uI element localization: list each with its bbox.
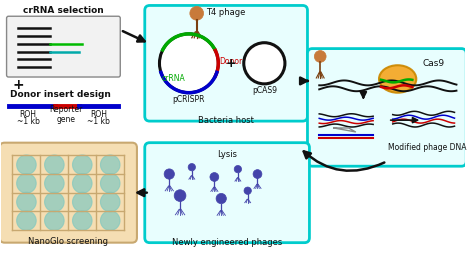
- Circle shape: [73, 173, 92, 193]
- Circle shape: [45, 192, 64, 212]
- Text: pCRISPR: pCRISPR: [173, 95, 205, 104]
- Circle shape: [45, 155, 64, 174]
- Circle shape: [100, 173, 120, 193]
- FancyBboxPatch shape: [145, 6, 308, 121]
- Circle shape: [244, 43, 285, 84]
- Circle shape: [100, 155, 120, 174]
- Circle shape: [253, 170, 262, 179]
- Text: Newly engineered phages: Newly engineered phages: [172, 238, 282, 247]
- Text: T4 phage: T4 phage: [207, 8, 246, 17]
- Text: ROH: ROH: [19, 110, 36, 119]
- Text: +: +: [12, 78, 24, 92]
- FancyBboxPatch shape: [308, 49, 466, 166]
- Circle shape: [17, 211, 36, 230]
- Circle shape: [159, 34, 219, 93]
- Circle shape: [190, 6, 203, 20]
- Circle shape: [174, 190, 186, 201]
- Circle shape: [45, 211, 64, 230]
- FancyBboxPatch shape: [145, 143, 310, 243]
- Text: ~1 kb: ~1 kb: [17, 117, 39, 126]
- Ellipse shape: [379, 65, 416, 93]
- Text: Donor: Donor: [219, 57, 243, 66]
- Circle shape: [100, 211, 120, 230]
- Circle shape: [164, 169, 174, 179]
- Text: NanoGlo screening: NanoGlo screening: [28, 237, 109, 246]
- Circle shape: [216, 193, 227, 204]
- Text: ~1 kb: ~1 kb: [87, 117, 110, 126]
- Text: Modified phage DNA: Modified phage DNA: [388, 143, 466, 152]
- Circle shape: [314, 51, 326, 62]
- FancyBboxPatch shape: [0, 143, 137, 243]
- Circle shape: [73, 192, 92, 212]
- Text: +: +: [226, 57, 237, 70]
- Text: ROH: ROH: [90, 110, 107, 119]
- Circle shape: [210, 172, 219, 181]
- Text: Reporter
gene: Reporter gene: [50, 105, 83, 124]
- Text: crRNA selection: crRNA selection: [23, 6, 104, 15]
- Circle shape: [100, 192, 120, 212]
- Text: Bacteria host: Bacteria host: [198, 116, 254, 125]
- Circle shape: [244, 187, 251, 194]
- Circle shape: [45, 173, 64, 193]
- Circle shape: [17, 155, 36, 174]
- Circle shape: [73, 155, 92, 174]
- Text: Donor insert design: Donor insert design: [10, 90, 111, 99]
- Text: Cas9: Cas9: [422, 59, 444, 68]
- Circle shape: [73, 211, 92, 230]
- Text: pCAS9: pCAS9: [252, 86, 277, 95]
- Circle shape: [17, 173, 36, 193]
- FancyBboxPatch shape: [7, 16, 120, 77]
- Circle shape: [188, 164, 195, 171]
- Circle shape: [234, 165, 242, 173]
- Text: crRNA: crRNA: [162, 74, 185, 84]
- Circle shape: [17, 192, 36, 212]
- Text: Lysis: Lysis: [217, 150, 237, 158]
